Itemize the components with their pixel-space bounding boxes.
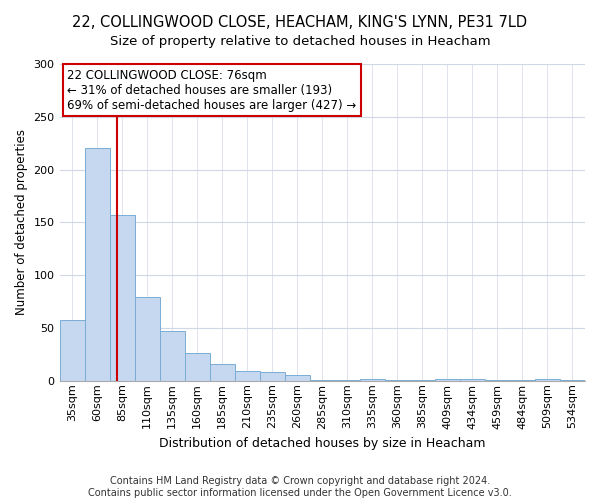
Bar	[160, 331, 185, 381]
Bar	[410, 380, 435, 381]
Bar	[285, 376, 310, 381]
Text: 22 COLLINGWOOD CLOSE: 76sqm
← 31% of detached houses are smaller (193)
69% of se: 22 COLLINGWOOD CLOSE: 76sqm ← 31% of det…	[67, 69, 356, 112]
Bar	[560, 380, 585, 381]
Bar	[310, 380, 335, 381]
Bar	[335, 380, 360, 381]
Bar	[209, 364, 235, 381]
Bar	[110, 215, 134, 381]
Bar	[59, 320, 85, 381]
Bar	[360, 378, 385, 381]
Bar	[235, 372, 260, 381]
Bar	[260, 372, 285, 381]
Bar	[435, 378, 460, 381]
Bar	[85, 148, 110, 381]
Y-axis label: Number of detached properties: Number of detached properties	[15, 130, 28, 316]
Bar	[510, 380, 535, 381]
Text: Size of property relative to detached houses in Heacham: Size of property relative to detached ho…	[110, 35, 490, 48]
Bar	[535, 378, 560, 381]
Bar	[134, 298, 160, 381]
Bar	[385, 380, 410, 381]
Text: 22, COLLINGWOOD CLOSE, HEACHAM, KING'S LYNN, PE31 7LD: 22, COLLINGWOOD CLOSE, HEACHAM, KING'S L…	[73, 15, 527, 30]
Bar	[460, 378, 485, 381]
X-axis label: Distribution of detached houses by size in Heacham: Distribution of detached houses by size …	[159, 437, 485, 450]
Text: Contains HM Land Registry data © Crown copyright and database right 2024.
Contai: Contains HM Land Registry data © Crown c…	[88, 476, 512, 498]
Bar	[185, 354, 209, 381]
Bar	[485, 380, 510, 381]
